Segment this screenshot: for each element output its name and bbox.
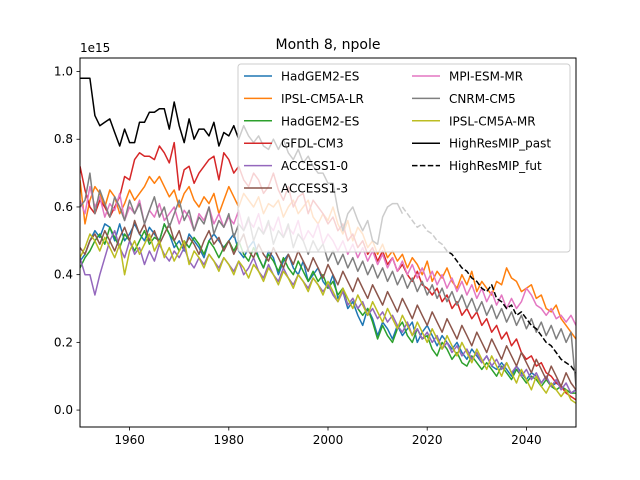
- legend-label: ACCESS1-3: [281, 182, 348, 196]
- legend-label: HadGEM2-ES: [281, 114, 359, 128]
- y-tick-label: 0.0: [54, 403, 73, 417]
- legend-label: HighResMIP_past: [449, 137, 551, 151]
- chart-title: Month 8, npole: [276, 37, 381, 53]
- legend-box: [237, 63, 571, 253]
- y-tick-label: 0.2: [54, 335, 73, 349]
- x-tick-label: 1960: [114, 433, 145, 447]
- legend: HadGEM2-ES IPSL-CM5A-LR HadGEM2-ES GFDL-CM3…: [237, 63, 571, 253]
- legend-label: IPSL-CM5A-MR: [449, 114, 536, 128]
- series-line-ipsl-cm5a-mr-8: [80, 233, 576, 404]
- series-line-cnrm-cm5-7: [80, 172, 576, 387]
- x-tick-label: 2020: [412, 433, 443, 447]
- x-tick-label: 1980: [214, 433, 245, 447]
- y-tick-label: 1.0: [54, 65, 73, 79]
- legend-label: GFDL-CM3: [281, 137, 344, 151]
- series-line-access1-3-5: [80, 219, 576, 391]
- legend-label: HighResMIP_fut: [449, 159, 542, 173]
- legend-label: IPSL-CM5A-LR: [281, 92, 364, 106]
- legend-label: ACCESS1-0: [281, 159, 348, 173]
- series-line-hadgem2-es-2: [80, 223, 576, 394]
- x-tick-label: 2040: [511, 433, 542, 447]
- y-tick-label: 0.4: [54, 268, 73, 282]
- legend-label: HadGEM2-ES: [281, 70, 359, 84]
- legend-label: MPI-ESM-MR: [449, 70, 523, 84]
- series-line-highresmip_fut-10: [401, 206, 576, 374]
- y-tick-label: 0.6: [54, 200, 73, 214]
- x-tick-label: 2000: [313, 433, 344, 447]
- ticks-layer: 1960 1980 2000 2020 2040 0.0 0.2 0.4 0.6 0.8 1.0: [54, 65, 542, 447]
- y-tick-label: 0.8: [54, 132, 73, 146]
- offset-text: 1e15: [80, 41, 110, 55]
- legend-label: CNRM-CM5: [449, 92, 516, 106]
